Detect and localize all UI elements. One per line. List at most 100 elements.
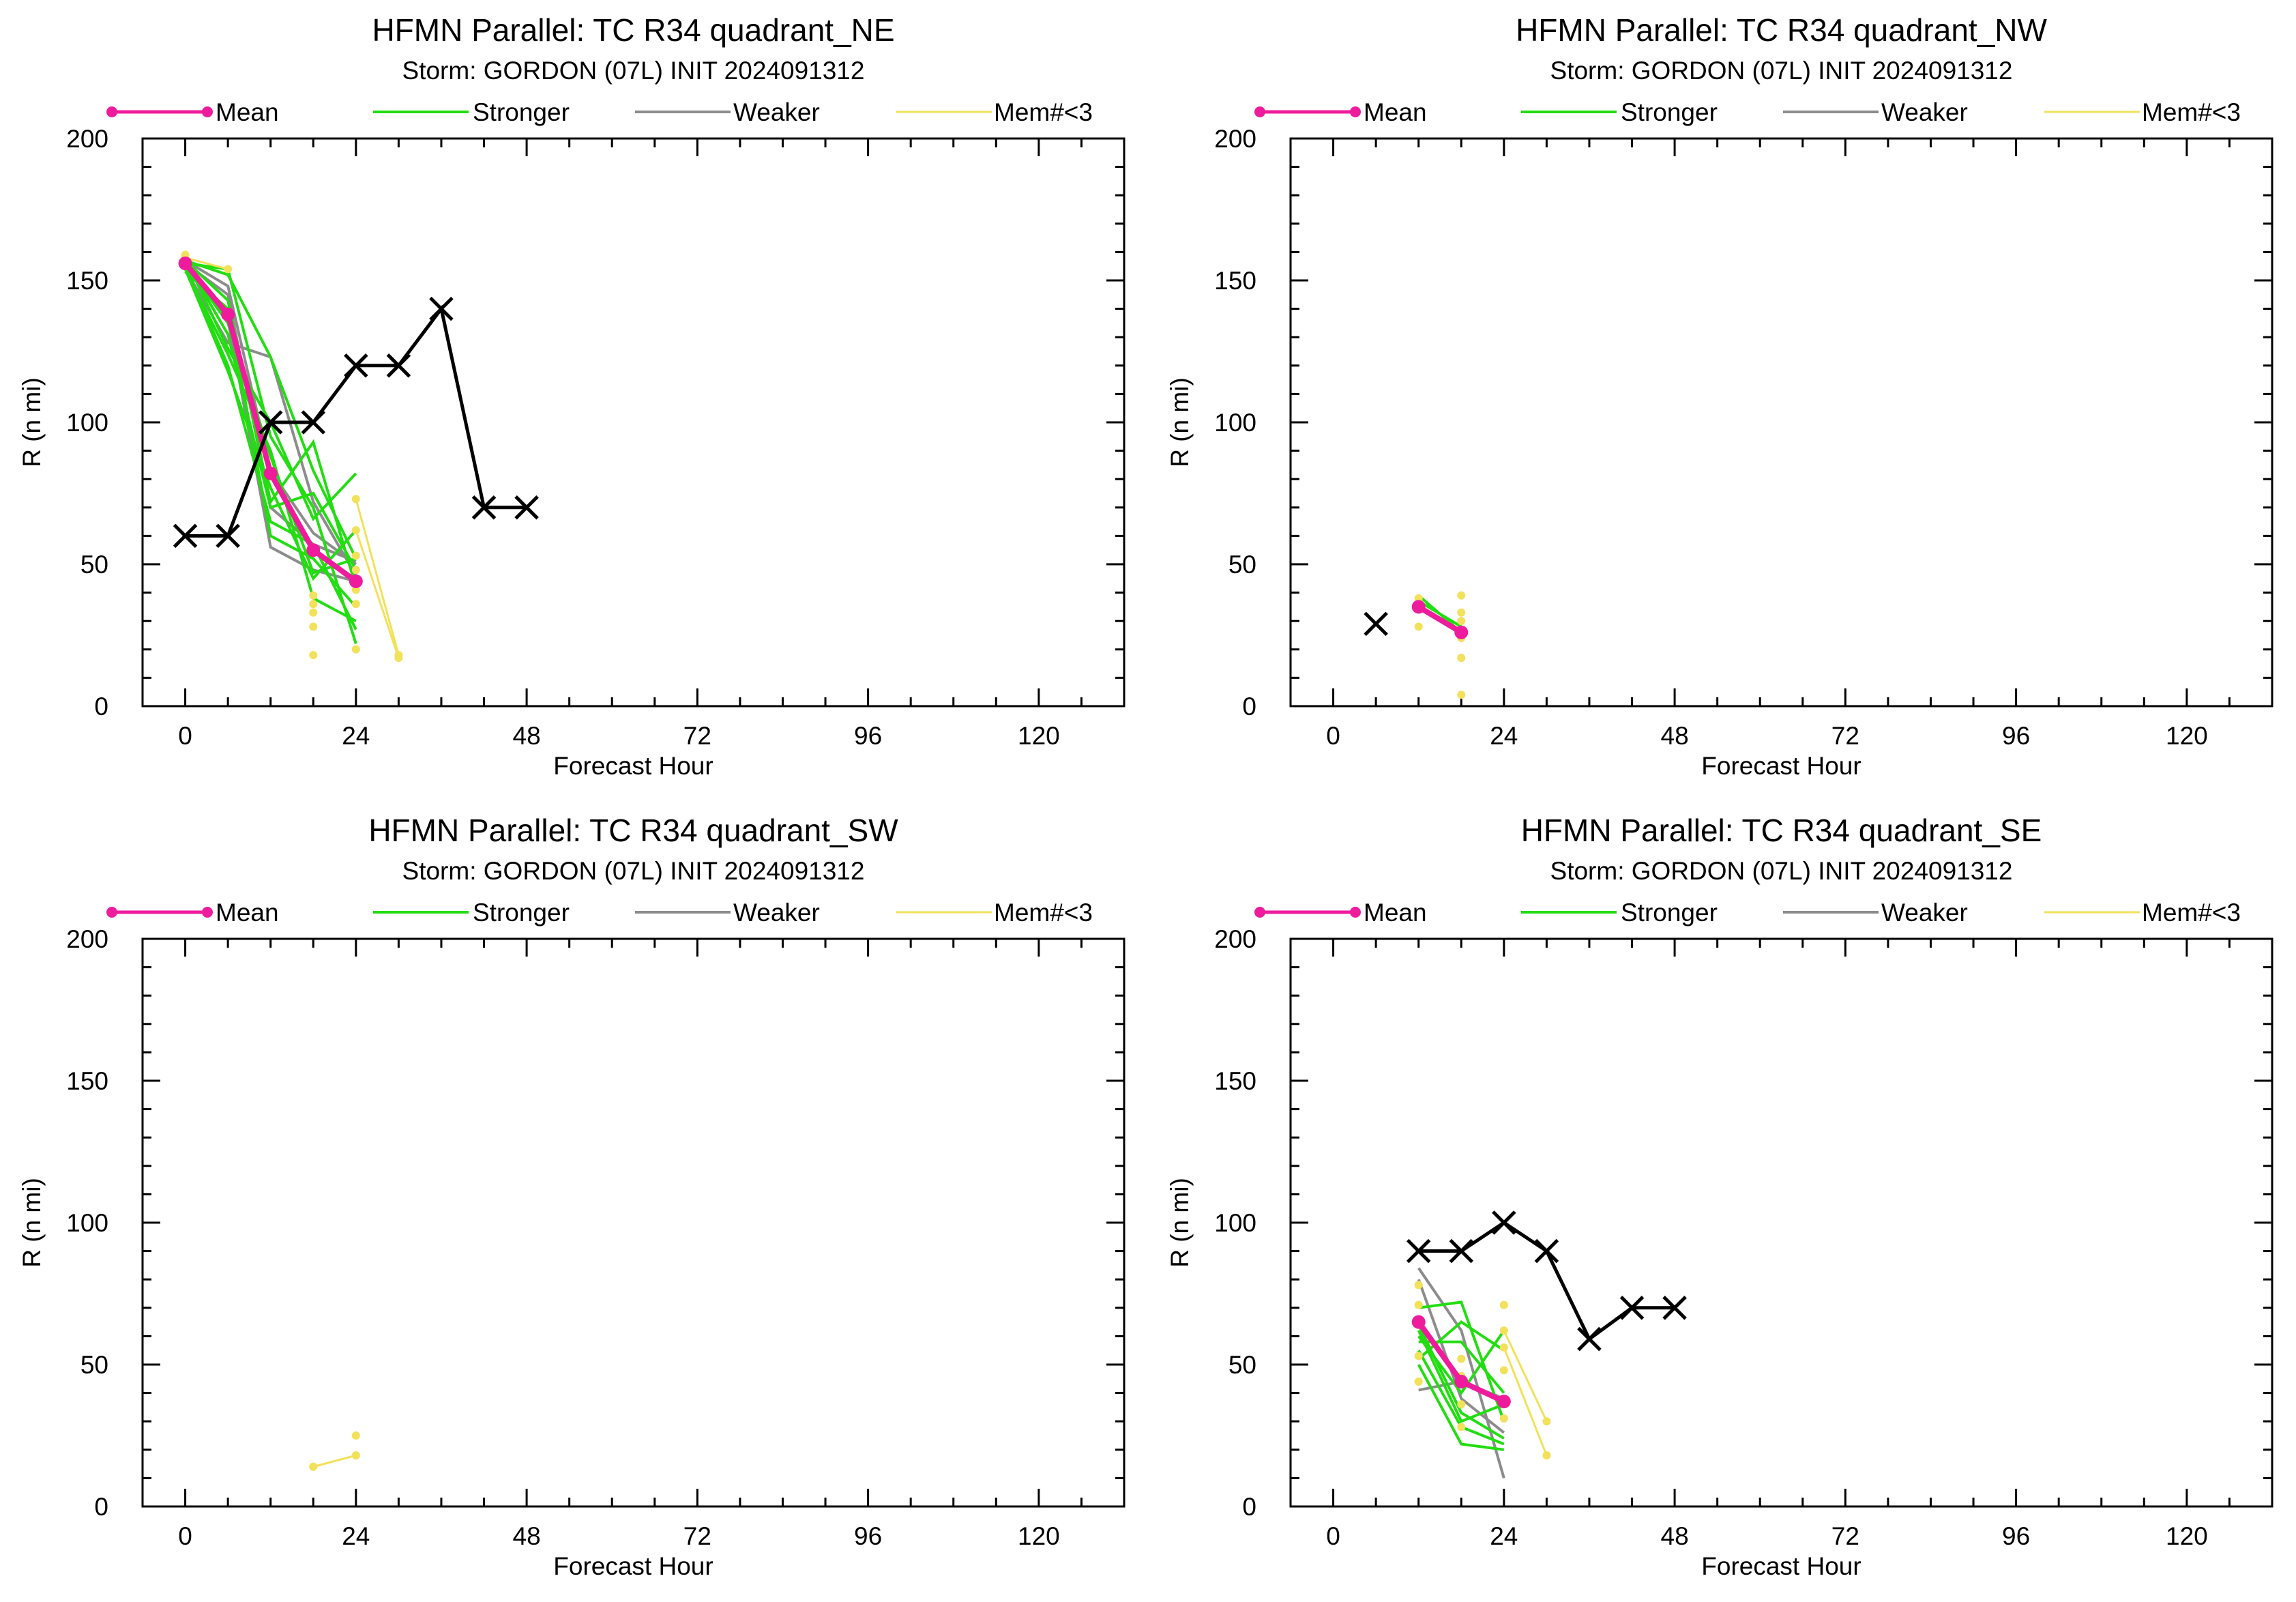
series-group <box>309 1431 360 1471</box>
series-mem-point <box>1414 1352 1423 1360</box>
legend-label-stronger: Stronger <box>1621 98 1718 126</box>
series-observed-point <box>301 410 326 435</box>
y-axis: 0 50 100 150 200 R (n mi) <box>18 125 1124 720</box>
series-mem-point <box>394 654 403 662</box>
plot-frame <box>1289 937 2273 1508</box>
legend-marker-mean <box>1254 907 1265 918</box>
series-mem-point <box>351 551 360 560</box>
x-tick-label: 72 <box>683 722 711 750</box>
series-mem-point <box>1457 1354 1466 1363</box>
series-stronger-line <box>1418 1300 1505 1422</box>
series-mem-point <box>1457 654 1466 662</box>
series-stronger-line <box>185 262 357 645</box>
series-mem-point <box>309 622 318 631</box>
series-stronger-line <box>184 259 357 559</box>
series-mem-point <box>1499 1366 1508 1375</box>
series-mem-point <box>1414 1300 1423 1309</box>
series-mem-point <box>1457 617 1466 626</box>
y-tick-label: 100 <box>1214 1209 1256 1237</box>
series-observed-point <box>344 353 368 378</box>
series-mem-point <box>351 1451 360 1460</box>
series-observed-point <box>429 296 454 321</box>
y-tick-label: 0 <box>1242 1493 1256 1521</box>
y-tick-label: 0 <box>94 1493 108 1521</box>
series-mem-point <box>351 526 360 535</box>
y-axis-label: R (n mi) <box>18 1178 46 1268</box>
series-observed-point <box>386 353 411 378</box>
series-mem-point <box>1542 1451 1551 1460</box>
series-mem-point <box>1499 1326 1508 1335</box>
y-tick-label: 200 <box>1214 925 1256 953</box>
y-tick-label: 50 <box>1228 1351 1256 1379</box>
x-axis-label: Forecast Hour <box>1701 1552 1861 1580</box>
y-tick-label: 150 <box>1214 267 1256 295</box>
legend-label-weaker: Weaker <box>733 899 820 927</box>
series-observed-point <box>1577 1326 1602 1352</box>
y-axis: 0 50 100 150 200 R (n mi) <box>18 925 1124 1521</box>
series-mean-point <box>1454 625 1469 639</box>
legend: Mean Stronger Weaker Mem#<3 <box>106 98 1093 126</box>
legend-label-mem: Mem#<3 <box>994 98 1093 126</box>
y-tick-label: 150 <box>1214 1067 1256 1095</box>
series-stronger-line <box>183 262 357 574</box>
chart-panel-1: HFMN Parallel: TC R34 quadrant_NE Storm: … <box>18 12 1125 780</box>
series-mem-point <box>351 495 360 504</box>
x-axis: 0 24 48 72 96 120 Forecast Hour <box>141 939 1125 1580</box>
series-mem-point <box>224 265 233 274</box>
legend-marker-mean <box>106 907 117 918</box>
series-observed-point <box>258 410 283 435</box>
y-tick-label: 200 <box>66 125 108 153</box>
chart-panel-4: HFMN Parallel: TC R34 quadrant_SE Storm: … <box>1166 813 2273 1580</box>
x-tick-label: 72 <box>1831 722 1859 750</box>
series-observed-point <box>1662 1296 1687 1320</box>
y-axis: 0 50 100 150 200 R (n mi) <box>1166 925 2272 1521</box>
series-stronger-line <box>1417 1324 1505 1440</box>
x-axis: 0 24 48 72 96 120 Forecast Hour <box>1289 939 2273 1580</box>
series-observed-point <box>1492 1210 1516 1235</box>
series-mem-point <box>309 591 318 600</box>
series-group <box>173 250 539 662</box>
x-tick-label: 72 <box>683 1522 711 1550</box>
x-tick-label: 96 <box>2002 722 2030 750</box>
legend-marker-mean <box>1350 106 1361 117</box>
plot-frame <box>141 937 1125 1508</box>
y-axis: 0 50 100 150 200 R (n mi) <box>1166 125 2272 720</box>
legend-label-weaker: Weaker <box>733 98 820 126</box>
legend-label-stronger: Stronger <box>1621 899 1718 927</box>
legend-label-mem: Mem#<3 <box>2142 899 2241 927</box>
x-tick-label: 0 <box>1326 722 1340 750</box>
series-stronger-line <box>1417 1364 1505 1451</box>
legend-marker-mean <box>1254 106 1265 117</box>
x-tick-label: 96 <box>854 1522 882 1550</box>
series-mem-point <box>1457 690 1466 699</box>
x-tick-label: 96 <box>2002 1522 2030 1550</box>
y-tick-label: 100 <box>66 409 108 437</box>
x-axis-label: Forecast Hour <box>553 752 713 780</box>
x-tick-label: 96 <box>854 722 882 750</box>
series-mem-point <box>1457 1400 1466 1409</box>
chart-subtitle: Storm: GORDON (07L) INIT 2024091312 <box>402 857 865 885</box>
legend-label-stronger: Stronger <box>473 98 570 126</box>
x-tick-label: 120 <box>2166 722 2208 750</box>
x-tick-label: 120 <box>1018 722 1060 750</box>
y-tick-label: 200 <box>1214 125 1256 153</box>
series-weaker-line <box>1417 1279 1505 1434</box>
series-stronger-line <box>183 259 357 571</box>
series-observed-line <box>1418 1220 1675 1342</box>
chart-panel-3: HFMN Parallel: TC R34 quadrant_SW Storm: … <box>18 813 1125 1580</box>
y-axis-label: R (n mi) <box>1166 377 1194 467</box>
series-group <box>1364 591 1469 699</box>
x-tick-label: 48 <box>513 1522 541 1550</box>
series-mem-point <box>1414 1281 1423 1290</box>
x-tick-label: 0 <box>1326 1522 1340 1550</box>
x-tick-label: 24 <box>1490 722 1518 750</box>
series-mem-line <box>1503 1347 1548 1456</box>
chart-title: HFMN Parallel: TC R34 quadrant_NE <box>372 12 894 48</box>
x-tick-label: 0 <box>178 1522 192 1550</box>
legend-marker-mean <box>202 106 213 117</box>
x-tick-label: 120 <box>1018 1522 1060 1550</box>
legend-label-mean: Mean <box>1364 899 1427 927</box>
y-tick-label: 50 <box>80 1351 108 1379</box>
x-tick-label: 0 <box>178 722 192 750</box>
y-tick-label: 0 <box>94 693 108 720</box>
